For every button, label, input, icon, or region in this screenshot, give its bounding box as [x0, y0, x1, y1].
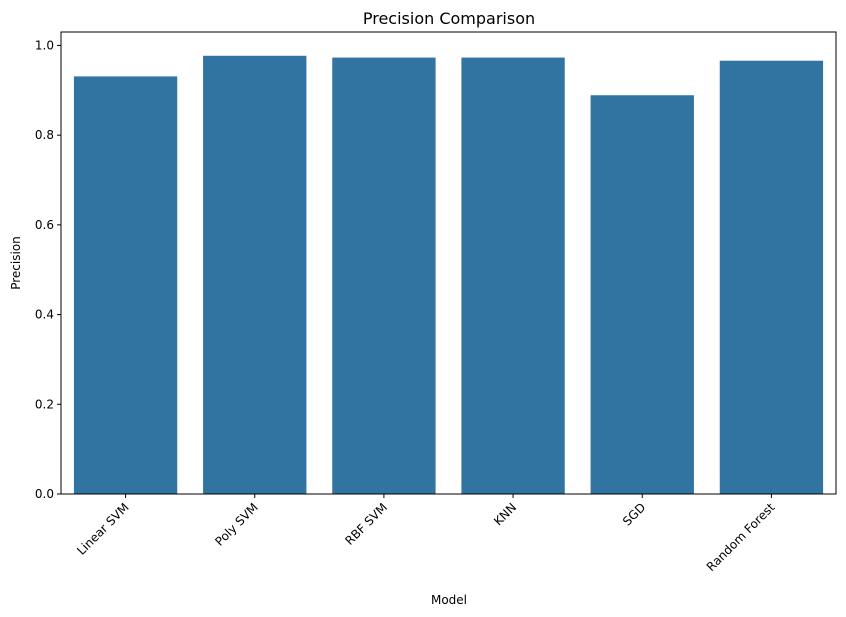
x-tick-label: Random Forest	[704, 500, 778, 574]
x-tick-label: Linear SVM	[74, 500, 131, 557]
chart-title: Precision Comparison	[363, 9, 535, 28]
x-tick-label: RBF SVM	[342, 500, 390, 548]
x-tick-label: Poly SVM	[212, 500, 261, 549]
bars-group	[73, 55, 824, 495]
bar-knn	[461, 57, 565, 495]
y-tick-label: 1.0	[35, 38, 54, 52]
plot-frame	[60, 31, 837, 495]
x-tick-label: KNN	[491, 500, 519, 528]
x-tick-label: SGD	[620, 500, 648, 528]
bar-sgd	[590, 95, 694, 494]
y-axis: 0.0 0.2 0.4 0.6 0.8 1.0	[35, 38, 61, 501]
y-tick-label: 0.6	[35, 218, 54, 232]
y-tick-label: 0.2	[35, 397, 54, 411]
y-tick-label: 0.4	[35, 308, 54, 322]
bar-rbf-svm	[332, 57, 436, 495]
y-tick-label: 0.0	[35, 487, 54, 501]
x-axis-label: Model	[431, 593, 467, 607]
bar-poly-svm	[203, 55, 307, 494]
bar-linear-svm	[73, 76, 178, 494]
y-tick-label: 0.8	[35, 128, 54, 142]
y-axis-label: Precision	[9, 236, 23, 290]
bar-random-forest	[719, 60, 824, 495]
x-axis: Linear SVM Poly SVM RBF SVM KNN SGD Random Fo…	[74, 494, 778, 574]
